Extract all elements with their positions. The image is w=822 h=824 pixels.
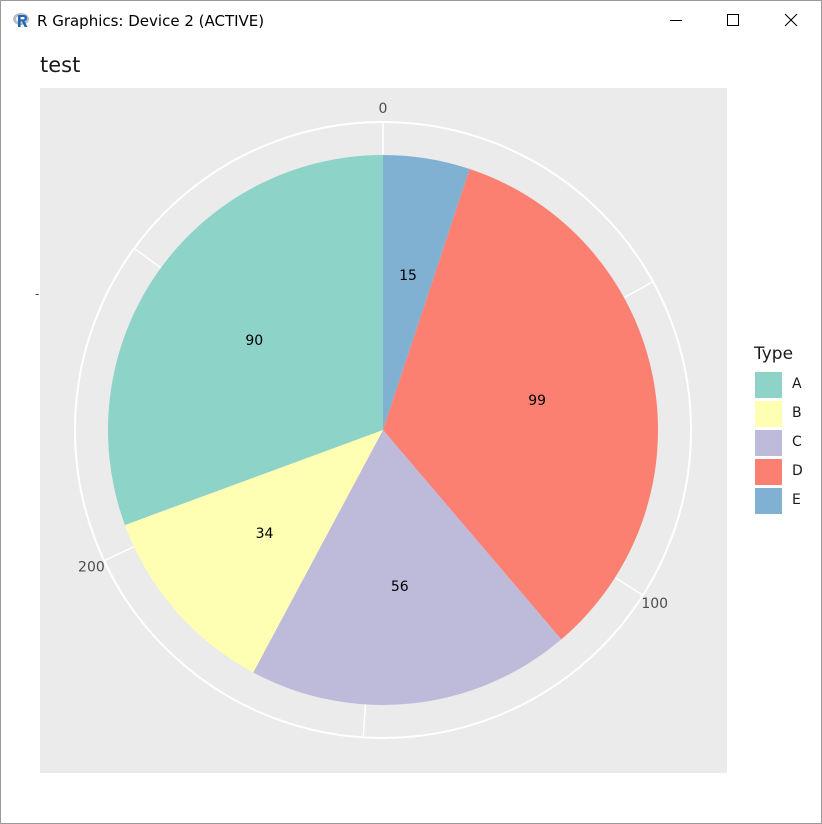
legend-item-e: E [755, 488, 815, 514]
legend-label: B [792, 405, 802, 421]
axis-tick-label: 200 [78, 560, 105, 576]
plot-panel: 15 99 56 34 90 0 100 200 [40, 88, 727, 773]
legend-title: Type [754, 344, 794, 364]
slice-value-label: 15 [399, 268, 417, 284]
slice-value-label: 90 [245, 333, 263, 349]
slice-value-label: 34 [256, 526, 274, 542]
legend-label: C [792, 434, 802, 450]
axis-tick-label: 100 [641, 596, 668, 612]
window-title: R Graphics: Device 2 (ACTIVE) [37, 12, 265, 30]
minimize-button[interactable] [647, 1, 705, 39]
minimize-icon [670, 20, 682, 21]
legend-item-a: A [755, 372, 815, 398]
close-button[interactable] [762, 1, 820, 39]
legend-key-swatch [755, 488, 782, 514]
plot-title: test [40, 53, 81, 77]
maximize-icon [727, 14, 739, 26]
axis-tick-label: 0 [379, 101, 388, 117]
pie-slice-e [383, 155, 470, 430]
pie-slice-d [383, 169, 658, 640]
legend-key-swatch [755, 430, 782, 456]
pie-slice-a [107, 155, 383, 525]
legend-item-c: C [755, 430, 815, 456]
legend-label: A [792, 376, 802, 392]
pie-slice-c [253, 430, 562, 705]
pie-chart: 15 99 56 34 90 0 100 200 [74, 101, 692, 739]
legend-item-b: B [755, 401, 815, 427]
legend-key-swatch [755, 459, 782, 485]
maximize-button[interactable] [704, 1, 762, 39]
legend-label: E [792, 492, 801, 508]
legend-key-swatch [755, 401, 782, 427]
slice-value-label: 56 [391, 579, 409, 595]
close-icon [784, 13, 798, 27]
theta-axis-tick: - [35, 286, 40, 301]
legend-label: D [792, 463, 803, 479]
slice-value-label: 99 [528, 393, 546, 409]
title-bar[interactable]: R Graphics: Device 2 (ACTIVE) [1, 1, 821, 39]
pie-slice-b [124, 430, 384, 673]
r-logo-icon [13, 13, 29, 27]
legend-item-d: D [755, 459, 815, 485]
legend-key-swatch [755, 372, 782, 398]
